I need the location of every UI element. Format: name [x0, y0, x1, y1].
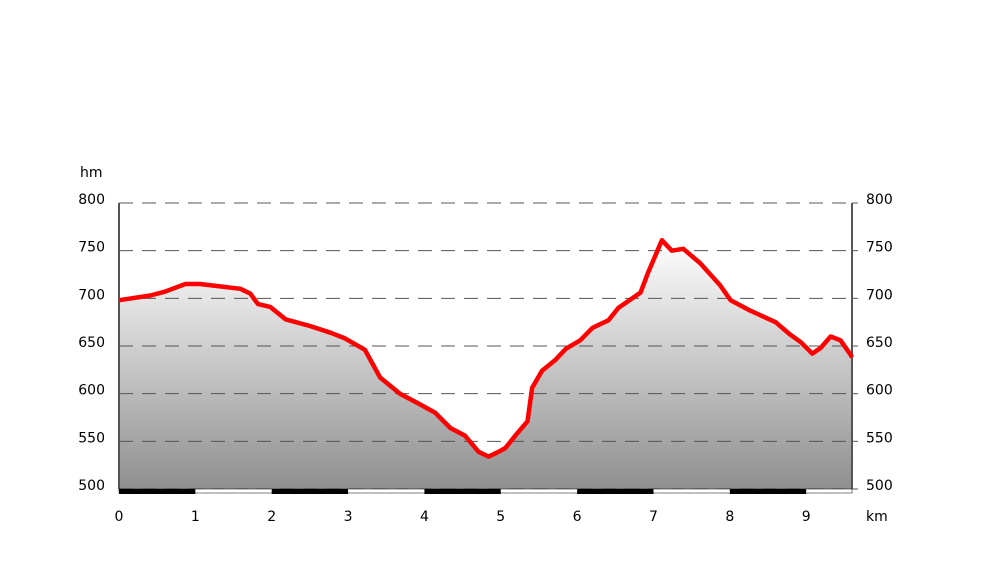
x-tick-label: 3: [344, 509, 353, 525]
y2-tick-label: 500: [866, 478, 893, 494]
y-tick-label: 600: [78, 383, 105, 399]
y-tick-label: 800: [78, 192, 105, 208]
y-axis-unit: hm: [80, 165, 103, 181]
x-tick-label: 6: [573, 509, 582, 525]
x-scale-segment: [729, 489, 807, 494]
y2-tick-label: 650: [866, 335, 893, 351]
y-tick-label: 500: [78, 478, 105, 494]
y-tick-label: 700: [78, 287, 105, 303]
x-tick-label: 5: [496, 509, 505, 525]
x-scale-segment: [119, 489, 196, 494]
y2-tick-label: 600: [866, 383, 893, 399]
x-tick-label: 8: [725, 509, 734, 525]
y2-tick-label: 800: [866, 192, 893, 208]
y-tick-label: 550: [78, 430, 105, 446]
y2-tick-label: 700: [866, 287, 893, 303]
y2-tick-label: 550: [866, 430, 893, 446]
x-scale-segment: [577, 489, 654, 494]
x-tick-label: 1: [191, 509, 200, 525]
x-scale-segment: [424, 489, 501, 494]
elevation-line: [118, 237, 854, 459]
y2-tick-label: 750: [866, 240, 893, 256]
elevation-area: [119, 240, 852, 489]
x-tick-label: 2: [267, 509, 276, 525]
x-tick-label: 0: [115, 509, 124, 525]
x-axis-unit: km: [866, 509, 888, 525]
x-tick-label: 9: [802, 509, 811, 525]
x-tick-label: 4: [420, 509, 429, 525]
x-tick-label: 7: [649, 509, 658, 525]
y-tick-label: 650: [78, 335, 105, 351]
y-tick-label: 750: [78, 240, 105, 256]
x-scale-segment: [271, 489, 349, 494]
